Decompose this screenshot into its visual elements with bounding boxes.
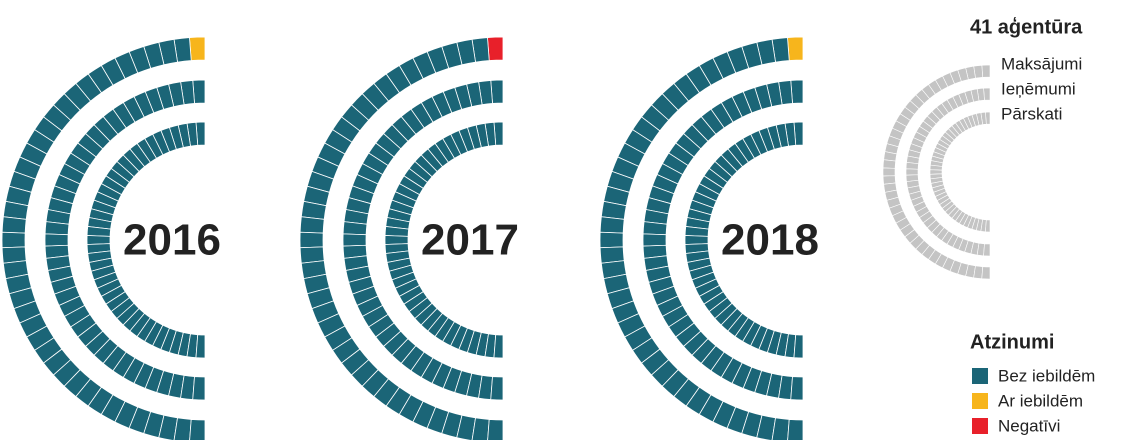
segment: [44, 221, 70, 236]
segment: [599, 231, 624, 249]
segment: [642, 233, 667, 247]
segment: [490, 376, 504, 401]
ring-label: Ieņēmumi: [1001, 79, 1076, 98]
key-segment: [973, 265, 984, 280]
legend-swatch: [972, 368, 988, 384]
segment: [86, 235, 111, 245]
segment: [1, 216, 27, 234]
key-segment: [981, 64, 991, 78]
key-segment: [985, 219, 991, 233]
legend-label: Negatīvi: [998, 416, 1060, 435]
segment: [642, 221, 668, 236]
legend-label: Ar iebildēm: [998, 391, 1083, 410]
segment: [189, 36, 206, 61]
segment: [787, 36, 804, 61]
legend-swatch: [972, 393, 988, 409]
segment: [384, 235, 409, 245]
year-label: 2018: [721, 216, 819, 265]
segment: [487, 419, 504, 440]
segment: [189, 419, 206, 440]
key-segment: [983, 243, 991, 257]
segment: [299, 216, 325, 234]
segment: [342, 221, 368, 236]
year-label: 2017: [421, 216, 519, 265]
segment: [299, 231, 324, 249]
year-label: 2016: [123, 216, 221, 265]
segment: [599, 216, 625, 234]
segment: [493, 334, 504, 359]
segment: [790, 376, 804, 401]
segment: [342, 233, 367, 247]
key-segment: [905, 162, 919, 170]
segment: [192, 376, 206, 401]
key-title: 41 aģentūra: [970, 16, 1083, 38]
segment: [787, 419, 804, 440]
ring-label: Maksājumi: [1001, 54, 1082, 73]
key-segment: [882, 167, 896, 177]
segment: [487, 36, 504, 61]
segment: [1, 231, 26, 249]
key-segment: [905, 168, 919, 176]
legend-title: Atzinumi: [970, 331, 1054, 353]
ring-label: Pārskati: [1001, 104, 1062, 123]
segment: [793, 334, 804, 359]
key-segment: [981, 266, 991, 280]
key-segment: [882, 159, 896, 169]
segment: [195, 334, 206, 359]
segment: [684, 235, 709, 245]
legend-label: Bez iebildēm: [998, 366, 1095, 385]
segment: [44, 233, 69, 247]
legend-swatch: [972, 418, 988, 434]
